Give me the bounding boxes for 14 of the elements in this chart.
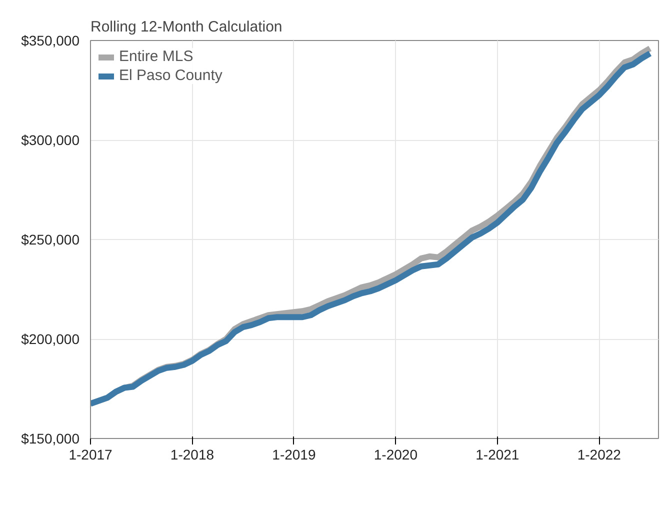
x-tick-label: 1-2017 <box>68 446 113 462</box>
legend-label: Entire MLS <box>119 48 194 65</box>
legend-label: El Paso County <box>119 67 222 84</box>
x-tick-label: 1-2021 <box>476 446 520 462</box>
y-tick-label: $250,000 <box>21 232 80 248</box>
y-tick-label: $350,000 <box>21 32 80 48</box>
x-tick-label: 1-2020 <box>374 446 418 462</box>
y-tick-label: $200,000 <box>21 331 80 347</box>
y-tick-label: $150,000 <box>21 430 80 446</box>
x-tick-label: 1-2022 <box>577 446 622 462</box>
x-tick-label: 1-2018 <box>170 446 214 462</box>
x-tick-label: 1-2019 <box>272 446 316 462</box>
chart-title: Rolling 12-Month Calculation <box>90 18 282 36</box>
y-tick-label: $300,000 <box>21 132 80 148</box>
